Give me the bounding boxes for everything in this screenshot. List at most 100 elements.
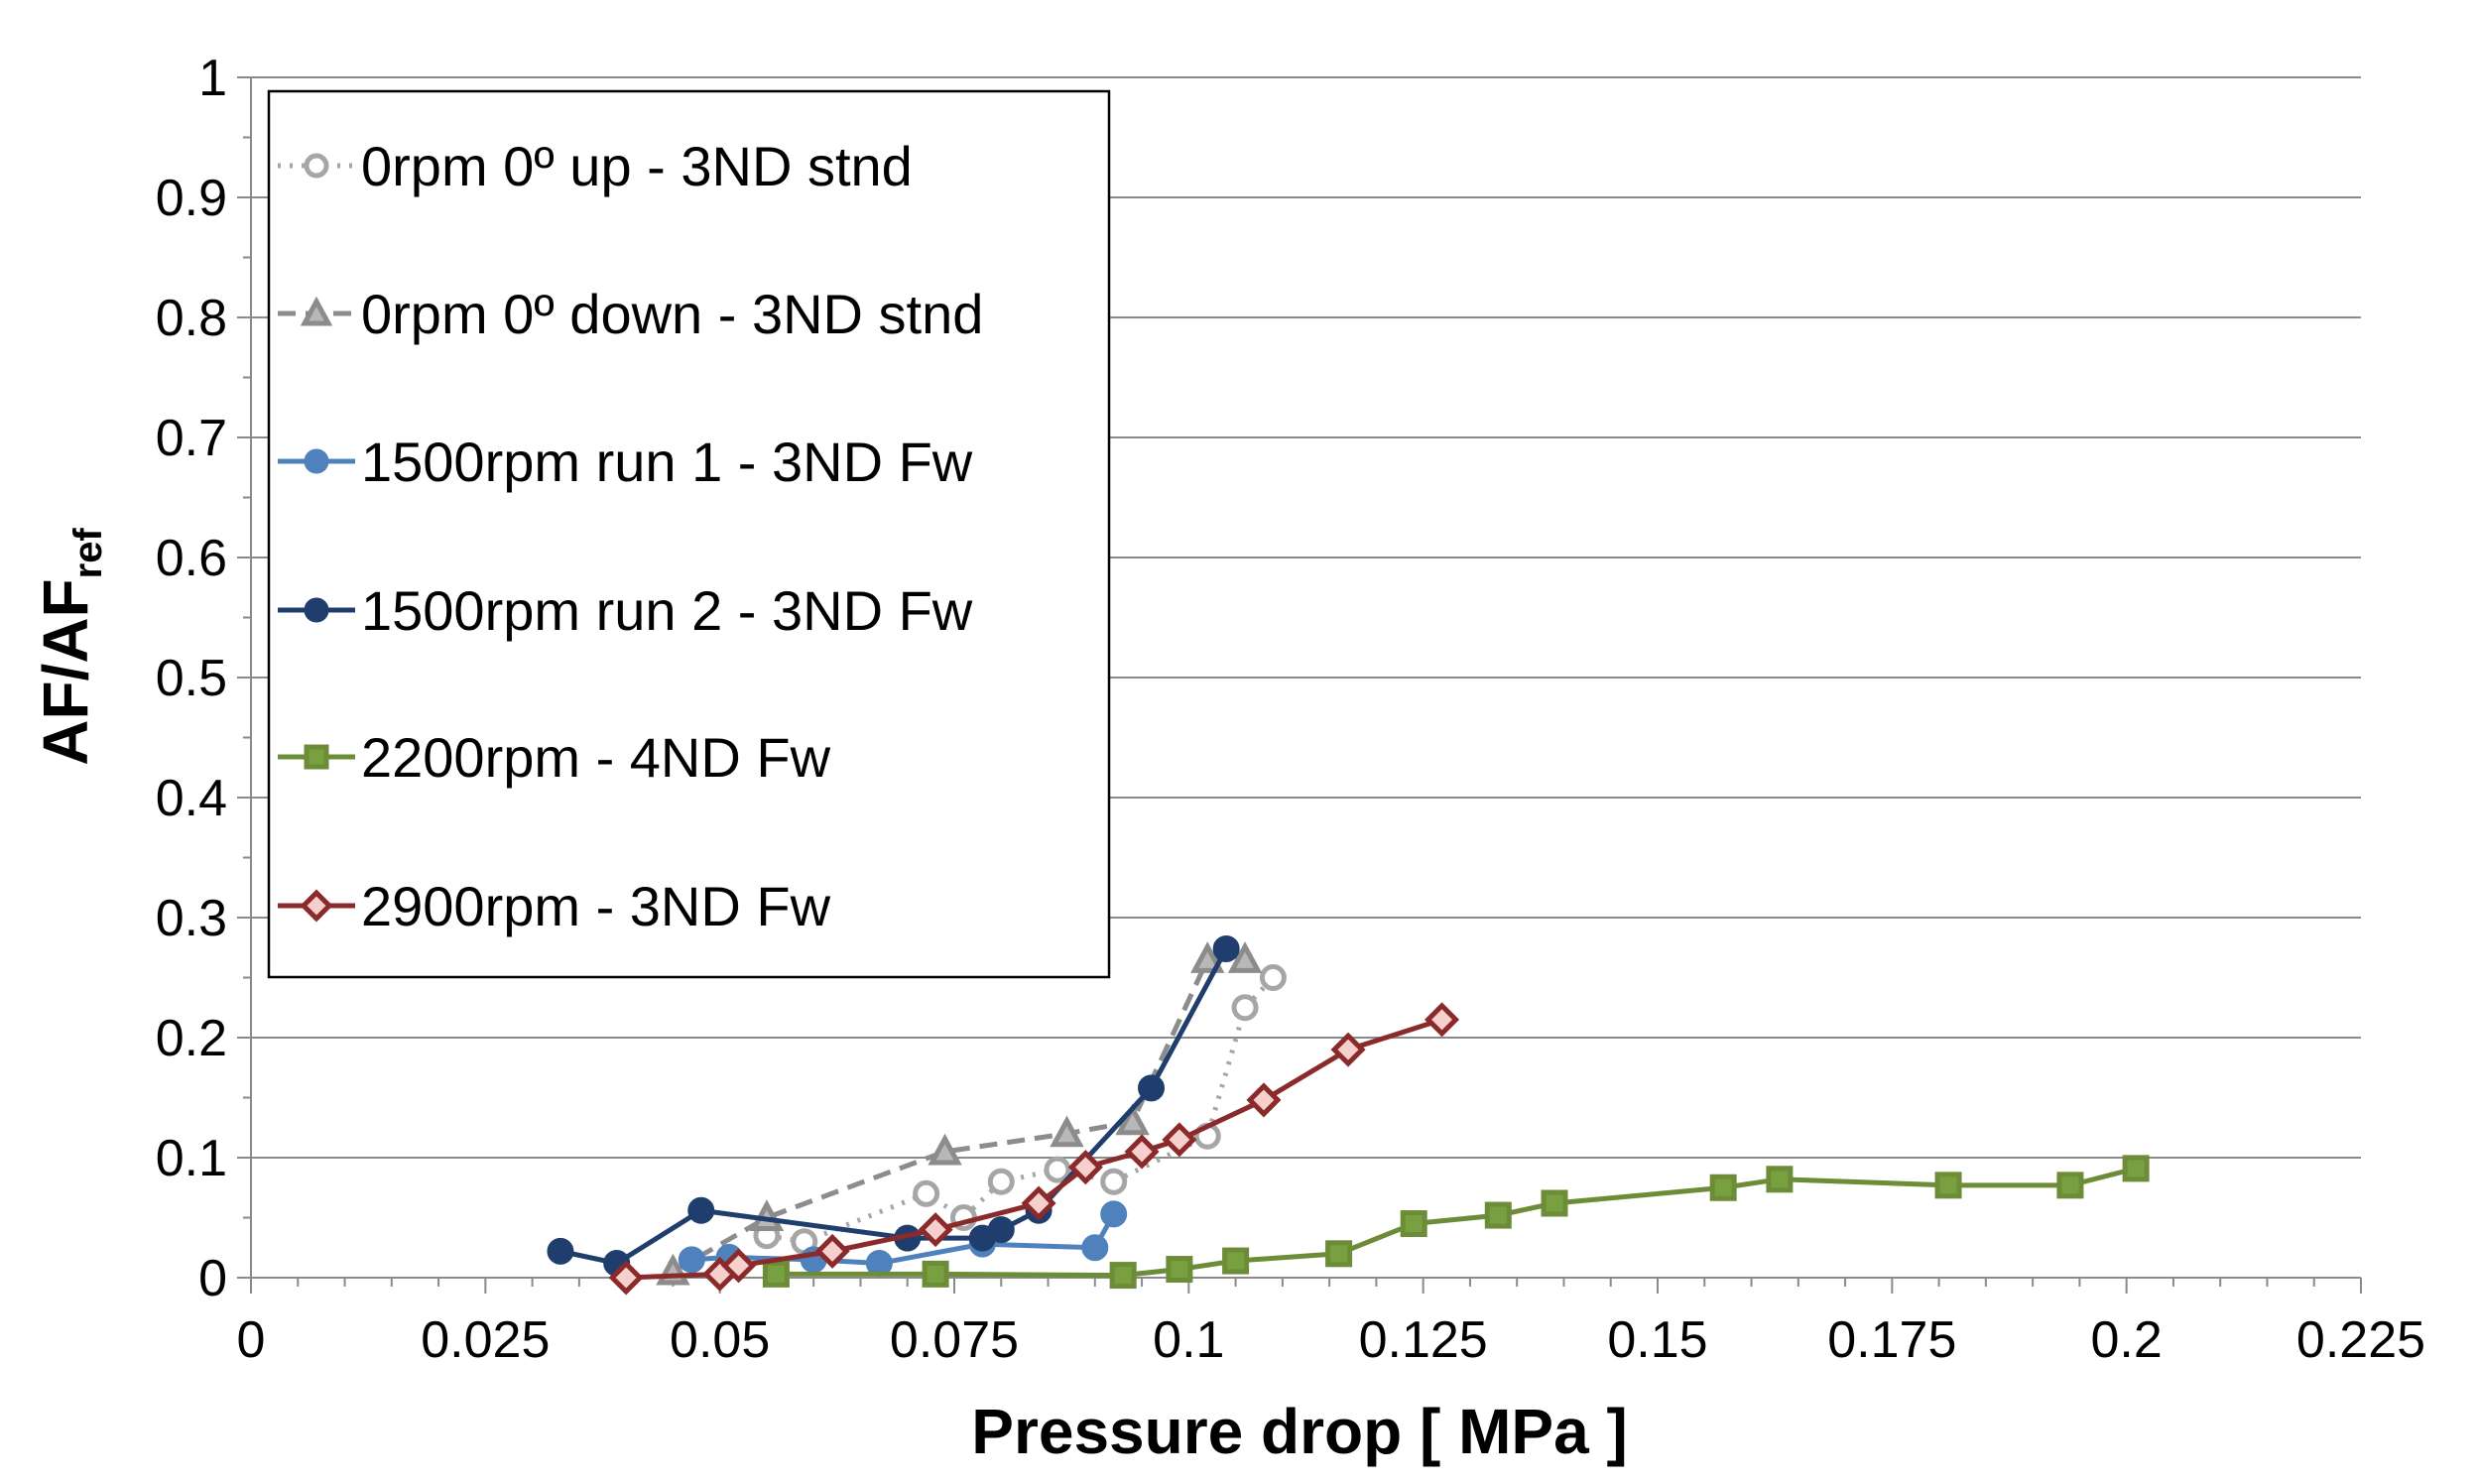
data-point	[1044, 1156, 1071, 1183]
x-tick-label: 0.1	[1153, 1311, 1224, 1369]
x-tick-labels: 0 0.025 0.05 0.075 0.1 0.125 0.15 0.175 0.2 0.225	[237, 1311, 2426, 1369]
series-2	[656, 941, 1263, 1286]
svg-text:AF/AFref: AF/AFref	[30, 528, 110, 766]
legend-item: 2200rpm - 4ND Fw	[278, 726, 831, 789]
data-point	[922, 1260, 949, 1288]
series-layer	[547, 934, 2150, 1296]
data-point	[1541, 1189, 1568, 1217]
series-line	[626, 1017, 1443, 1281]
data-point	[1246, 1082, 1282, 1118]
data-point	[304, 153, 329, 179]
legend-label: 1500rpm run 2 - 3ND Fw	[361, 579, 973, 642]
y-axis-title-subscript: ref	[66, 528, 110, 579]
data-point	[300, 296, 333, 326]
data-point-fill	[690, 1200, 711, 1221]
data-point	[1100, 1168, 1128, 1195]
legend-item: 2900rpm - 3ND Fw	[278, 875, 831, 937]
series-5	[762, 1155, 2150, 1290]
series-6	[608, 1002, 1460, 1296]
data-point-fill	[681, 1249, 702, 1270]
data-point	[1050, 1115, 1084, 1148]
series-4	[547, 934, 1240, 1277]
data-point	[608, 1260, 644, 1296]
data-point	[304, 744, 329, 770]
data-point	[1124, 1134, 1160, 1170]
y-tick-label: 0.6	[156, 530, 227, 587]
series-line	[766, 975, 1276, 1245]
data-point	[1424, 1002, 1460, 1038]
legend-label: 0rpm 0º down - 3ND stnd	[361, 283, 983, 345]
x-tick-label: 0.075	[890, 1311, 1019, 1369]
data-point	[762, 1260, 790, 1288]
x-tick-label: 0.2	[2091, 1311, 2163, 1369]
data-point	[928, 1133, 962, 1166]
legend-label: 0rpm 0º up - 3ND stnd	[361, 135, 913, 197]
data-point	[918, 1212, 953, 1248]
x-tick-label: 0.175	[1827, 1311, 1956, 1369]
data-point-fill	[1084, 1237, 1105, 1258]
x-tick-label: 0.225	[2296, 1311, 2425, 1369]
data-point	[1325, 1240, 1353, 1268]
y-tick-label: 0	[198, 1250, 227, 1307]
y-tick-label: 0.8	[156, 290, 227, 347]
y-tick-label: 0.5	[156, 650, 227, 707]
y-tick-label: 0.2	[156, 1010, 227, 1067]
data-point-fill	[308, 601, 325, 619]
data-point	[1227, 941, 1263, 973]
data-point	[1115, 1103, 1150, 1136]
data-point	[1259, 964, 1287, 991]
legend-item: 0rpm 0º up - 3ND stnd	[278, 135, 913, 197]
data-point	[1934, 1172, 1962, 1199]
y-axis-title: AF/AFref	[30, 528, 110, 766]
legend-label: 1500rpm run 1 - 3ND Fw	[361, 431, 973, 493]
x-tick-label: 0.05	[670, 1311, 770, 1369]
data-point	[1067, 1150, 1103, 1185]
data-point	[1766, 1166, 1794, 1193]
data-point	[1709, 1174, 1737, 1201]
data-point	[1190, 941, 1225, 973]
legend-label: 2200rpm - 4ND Fw	[361, 726, 831, 789]
y-axis-title-main: AF/AF	[30, 578, 101, 765]
legend: 0rpm 0º up - 3ND stnd 0rpm 0º down - 3ND …	[267, 89, 1111, 979]
data-point	[721, 1248, 757, 1284]
data-point	[2056, 1172, 2084, 1199]
data-point-fill	[869, 1253, 890, 1274]
data-point	[1222, 1247, 1250, 1275]
data-point	[814, 1233, 850, 1269]
data-point	[1400, 1210, 1427, 1238]
legend-item: 0rpm 0º down - 3ND stnd	[278, 283, 983, 345]
data-point-fill	[308, 452, 325, 470]
data-point-fill	[1141, 1077, 1162, 1098]
data-point-fill	[1103, 1203, 1124, 1224]
legend-label: 2900rpm - 3ND Fw	[361, 875, 831, 937]
data-point	[913, 1179, 940, 1207]
series-line	[776, 1166, 2137, 1279]
y-tick-label: 0.7	[156, 410, 227, 467]
x-tick-label: 0.125	[1359, 1311, 1488, 1369]
data-point	[1231, 994, 1259, 1022]
legend-item: 1500rpm run 1 - 3ND Fw	[278, 431, 973, 493]
axes	[237, 76, 2362, 1294]
x-tick-label: 0.025	[421, 1311, 550, 1369]
data-point	[300, 889, 333, 923]
y-tick-label: 0.1	[156, 1130, 227, 1187]
data-point-fill	[991, 1219, 1012, 1240]
y-tick-label: 1	[198, 50, 227, 107]
data-point	[1330, 1032, 1366, 1067]
data-point	[1021, 1185, 1056, 1221]
legend-box	[267, 89, 1111, 979]
legend-item: 1500rpm run 2 - 3ND Fw	[278, 579, 973, 642]
data-point-fill	[972, 1228, 993, 1249]
data-point	[987, 1168, 1015, 1195]
data-point-fill	[550, 1241, 570, 1262]
y-tick-label: 0.9	[156, 170, 227, 227]
data-point	[1166, 1256, 1193, 1284]
data-point-fill	[1216, 938, 1237, 959]
data-point	[1109, 1262, 1137, 1290]
data-point	[1162, 1122, 1197, 1158]
y-tick-label: 0.4	[156, 770, 227, 827]
x-axis-title: Pressure drop [ MPa ]	[971, 1396, 1628, 1467]
x-tick-label: 0	[237, 1311, 266, 1369]
data-point	[2122, 1155, 2150, 1182]
